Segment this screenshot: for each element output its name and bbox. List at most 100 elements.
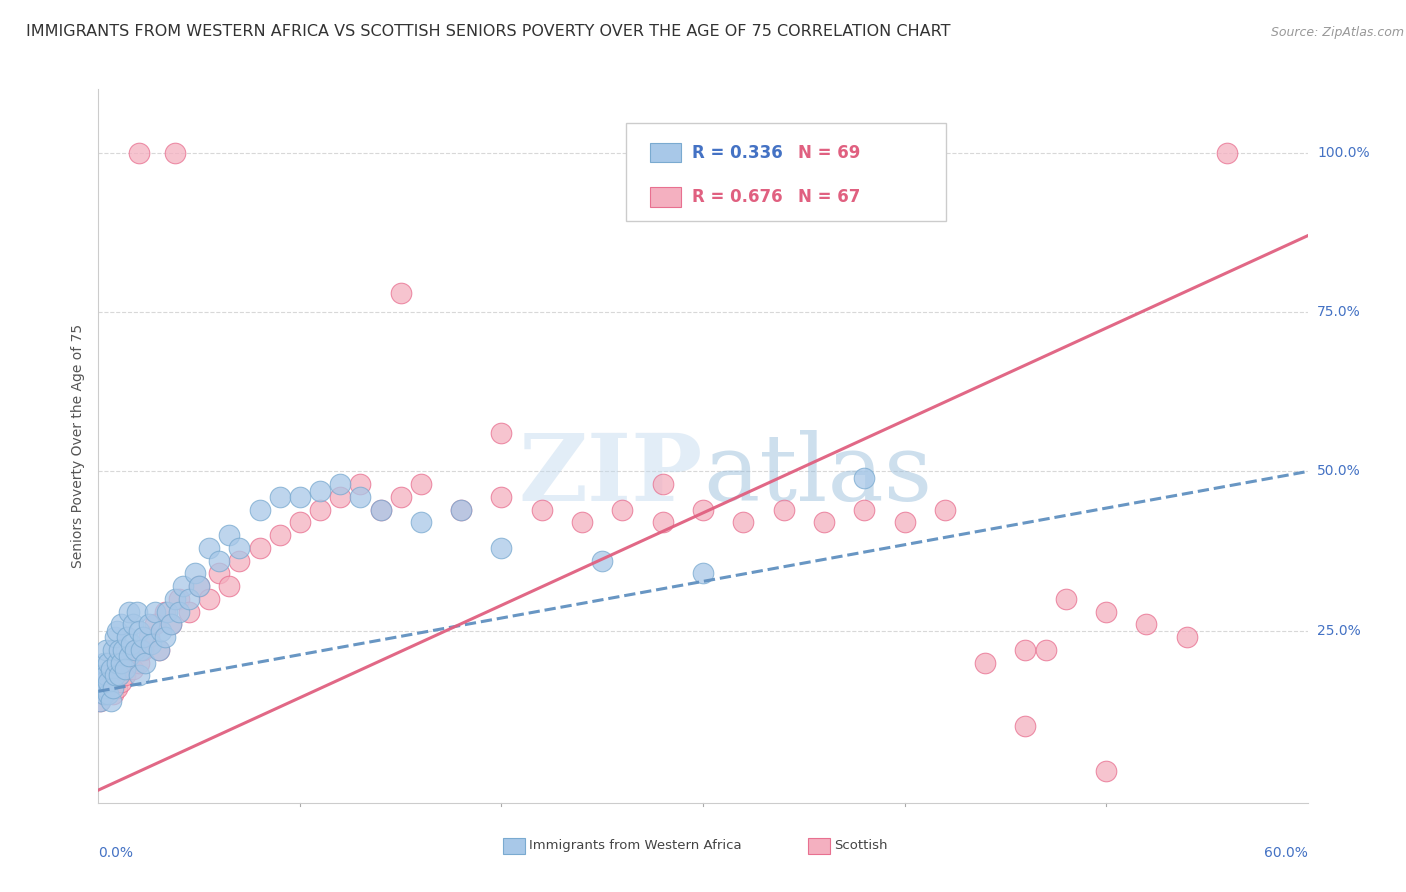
Point [153, 605, 176, 619]
Point [114, 668, 136, 682]
Text: 75.0%: 75.0% [1317, 305, 1361, 319]
Point [329, 490, 352, 504]
Point [118, 649, 141, 664]
Point [733, 516, 755, 530]
Point [179, 591, 201, 606]
Point [97, 688, 120, 702]
Point [110, 656, 132, 670]
Point [167, 605, 190, 619]
Point [148, 643, 170, 657]
Point [107, 668, 129, 682]
Text: N = 69: N = 69 [799, 144, 860, 161]
Point [198, 591, 221, 606]
Point [208, 566, 231, 581]
Point [121, 662, 143, 676]
Point [100, 662, 122, 676]
Point [349, 490, 371, 504]
Point [100, 694, 122, 708]
Point [124, 643, 146, 657]
Point [389, 490, 412, 504]
Point [93, 688, 115, 702]
Point [96, 681, 118, 695]
Point [101, 681, 124, 695]
Text: 50.0%: 50.0% [1317, 465, 1361, 478]
Point [110, 617, 132, 632]
Point [156, 605, 179, 619]
Point [138, 630, 160, 644]
Point [349, 477, 371, 491]
Point [128, 624, 150, 638]
Point [97, 681, 120, 695]
Point [163, 591, 186, 606]
Text: ZIP: ZIP [519, 430, 703, 519]
Point [91, 681, 114, 695]
Point [105, 624, 128, 638]
Point [208, 554, 231, 568]
Text: Scottish: Scottish [834, 838, 887, 852]
Point [118, 656, 141, 670]
Point [491, 541, 513, 555]
Point [1095, 605, 1118, 619]
Point [121, 617, 143, 632]
Point [692, 502, 714, 516]
Point [103, 674, 125, 689]
Point [813, 516, 835, 530]
Point [129, 643, 152, 657]
Point [89, 694, 111, 708]
Point [125, 605, 148, 619]
Point [105, 681, 128, 695]
Text: N = 67: N = 67 [799, 188, 860, 206]
Point [934, 502, 956, 516]
Point [120, 636, 142, 650]
Point [153, 630, 176, 644]
Point [188, 579, 211, 593]
Point [107, 668, 129, 682]
Point [450, 502, 472, 516]
Text: 60.0%: 60.0% [1264, 846, 1308, 860]
Point [1054, 591, 1077, 606]
Point [100, 668, 122, 682]
Text: IMMIGRANTS FROM WESTERN AFRICA VS SCOTTISH SENIORS POVERTY OVER THE AGE OF 75 CO: IMMIGRANTS FROM WESTERN AFRICA VS SCOTTI… [25, 24, 950, 39]
Point [111, 643, 134, 657]
Point [172, 579, 194, 593]
Point [1014, 643, 1036, 657]
Text: atlas: atlas [703, 430, 932, 519]
Point [91, 681, 114, 695]
Point [772, 502, 794, 516]
Text: R = 0.676: R = 0.676 [693, 188, 783, 206]
Point [179, 605, 201, 619]
Point [249, 502, 271, 516]
Point [591, 554, 613, 568]
Point [93, 674, 115, 689]
Point [651, 516, 673, 530]
Point [198, 541, 221, 555]
Point [101, 643, 124, 657]
Point [249, 541, 271, 555]
Point [651, 477, 673, 491]
Point [269, 490, 291, 504]
Point [571, 516, 593, 530]
Point [228, 541, 250, 555]
Point [107, 643, 129, 657]
Point [128, 656, 150, 670]
Point [853, 502, 876, 516]
Point [97, 656, 120, 670]
Point [96, 674, 118, 689]
Point [612, 502, 634, 516]
Point [370, 502, 392, 516]
Point [288, 490, 311, 504]
Point [132, 630, 155, 644]
Point [148, 643, 170, 657]
Point [329, 477, 352, 491]
Point [163, 145, 186, 160]
Point [103, 630, 125, 644]
Point [269, 528, 291, 542]
Point [93, 688, 115, 702]
Point [105, 656, 128, 670]
Point [1216, 145, 1239, 160]
Point [160, 617, 183, 632]
Point [491, 490, 513, 504]
Point [974, 656, 997, 670]
Text: 0.0%: 0.0% [98, 846, 134, 860]
Point [96, 643, 118, 657]
